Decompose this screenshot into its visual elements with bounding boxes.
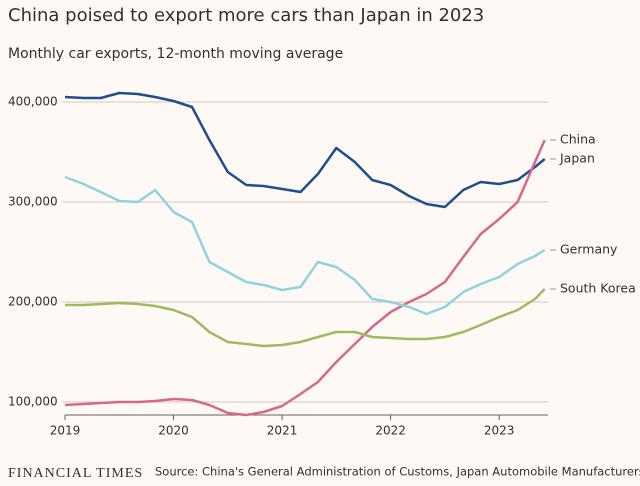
source-note: Source: China's General Administration o… [155, 465, 640, 479]
series-label: China [560, 132, 596, 147]
series-label: South Korea [560, 281, 636, 296]
series-line [65, 288, 546, 348]
series-label: Japan [559, 151, 595, 166]
y-tick-label: 300,000 [8, 195, 58, 209]
x-tick-label: 2020 [158, 424, 189, 438]
brand: FINANCIAL TIMES [8, 466, 143, 481]
y-tick-label: 100,000 [8, 395, 58, 409]
x-tick-label: 2019 [50, 424, 81, 438]
series-label: Germany [560, 242, 618, 257]
x-tick-label: 2023 [484, 424, 515, 438]
chart-title: China poised to export more cars than Ja… [8, 5, 484, 26]
y-tick-label: 200,000 [8, 295, 58, 309]
x-tick-label: 2021 [267, 424, 298, 438]
x-tick-label: 2022 [375, 424, 406, 438]
series-line [64, 175, 546, 316]
y-tick-label: 400,000 [8, 95, 58, 109]
series-line [64, 91, 546, 209]
series-line [64, 139, 546, 417]
chart-subtitle: Monthly car exports, 12-month moving ave… [8, 46, 343, 62]
